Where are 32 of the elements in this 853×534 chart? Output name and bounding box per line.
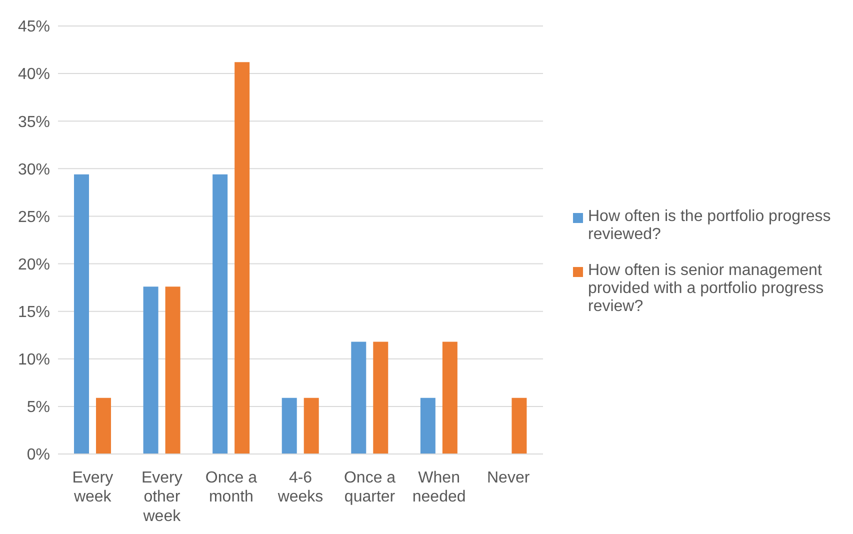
y-tick-label: 10%	[18, 352, 50, 369]
x-tick-label: Once a quarter	[344, 469, 396, 506]
y-tick-label: 45%	[18, 18, 50, 36]
bar	[165, 286, 180, 454]
bar	[420, 398, 436, 454]
legend-label: How often is the portfolio progress reviewed?	[588, 208, 832, 244]
bar	[373, 342, 388, 454]
x-tick-label: Every other week	[141, 469, 182, 525]
bar	[512, 398, 527, 454]
y-tick-label: 40%	[18, 66, 50, 84]
bar	[304, 398, 319, 454]
bar	[442, 342, 458, 454]
x-tick-label: Every week	[72, 469, 114, 506]
y-tick-label: 30%	[18, 161, 50, 178]
bar	[351, 342, 366, 454]
x-tick-label: Never	[487, 469, 530, 486]
x-tick-label: Once a month	[205, 469, 258, 506]
x-tick-label: When needed	[412, 469, 466, 506]
y-tick-label: 0%	[26, 446, 50, 464]
bar	[234, 62, 250, 454]
y-tick-label: 5%	[26, 399, 50, 416]
bar	[96, 398, 111, 454]
bar	[74, 174, 89, 454]
bar	[212, 174, 228, 454]
legend-label: How often is senior management provided with a portfolio progress review?	[588, 262, 825, 316]
y-tick-label: 35%	[18, 114, 50, 131]
bar	[282, 398, 297, 454]
y-tick-label: 15%	[18, 304, 50, 322]
bar	[143, 286, 158, 454]
y-tick-label: 25%	[18, 208, 50, 226]
y-tick-label: 20%	[18, 256, 50, 274]
x-tick-label: 4-6 weeks	[276, 469, 324, 506]
